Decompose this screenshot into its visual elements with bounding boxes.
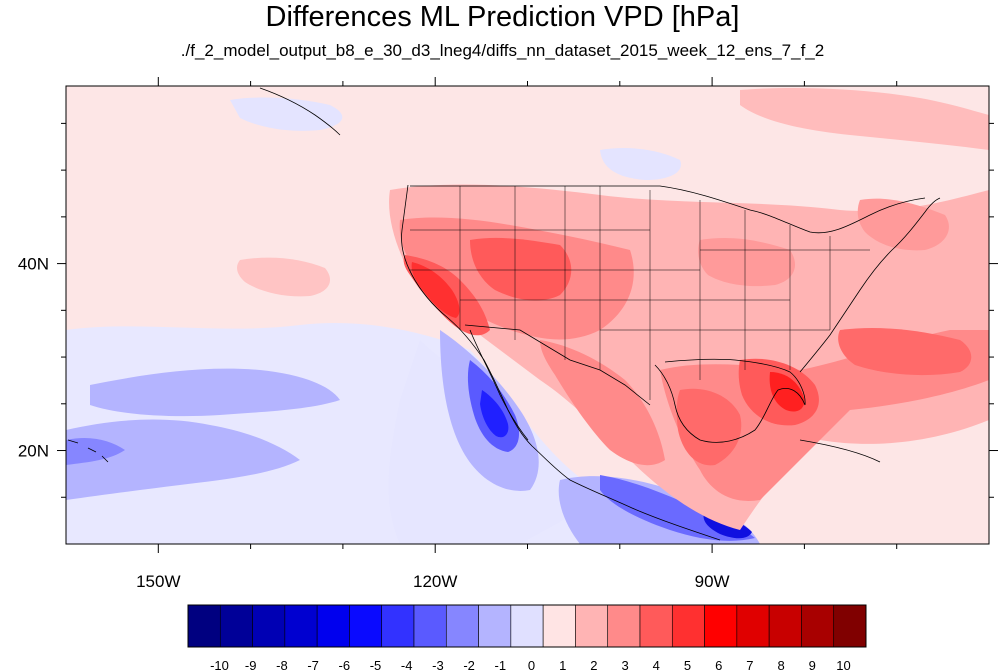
contour-pos4-southwest <box>470 237 572 301</box>
axis-ticks: 150W 120W 90W 40N 20N <box>18 77 998 591</box>
gulf-coast <box>654 358 806 443</box>
contour-pos5-california-core <box>411 262 460 318</box>
figure-title: Differences ML Prediction VPD [hPa] <box>265 1 740 33</box>
colorbar-label: -1 <box>495 658 507 672</box>
contour-pos3-northeast <box>857 198 949 251</box>
colorbar-label: 8 <box>777 658 784 672</box>
colorbar-swatch <box>510 604 544 648</box>
colorbar-label: 2 <box>590 658 597 672</box>
us-canada-border <box>410 185 926 234</box>
colorbar-label: -3 <box>432 658 444 672</box>
east-coastline <box>799 197 941 373</box>
colorbar-swatch <box>801 604 835 648</box>
colorbar-label: -5 <box>370 658 382 672</box>
field-contours <box>66 87 989 544</box>
figure-subtitle: ./f_2_model_output_b8_e_30_d3_lneg4/diff… <box>180 41 825 60</box>
colorbar-swatch <box>542 604 576 648</box>
contour-neg1-hudson <box>600 148 681 180</box>
colorbar-label: 9 <box>809 658 816 672</box>
colorbar-swatch <box>445 604 479 648</box>
colorbar-swatch <box>413 604 447 648</box>
colorbar-label: 5 <box>684 658 691 672</box>
contour-neg2-pacific-band <box>90 368 340 417</box>
contour-neg1-pacific-north <box>230 97 343 131</box>
state-lines <box>410 186 870 400</box>
colorbar-label: -2 <box>463 658 475 672</box>
west-coastline <box>401 184 721 541</box>
colorbar-swatch <box>671 604 705 648</box>
colorbar-label: 4 <box>653 658 660 672</box>
contour-pos5-florida-core <box>769 372 805 412</box>
colorbar-label: -9 <box>245 658 257 672</box>
colorbar-label: 0 <box>528 658 535 672</box>
colorbar-label: 6 <box>715 658 722 672</box>
map-panel <box>65 85 990 545</box>
contour-pos4-atlantic <box>838 328 972 376</box>
colorbar-label: -4 <box>401 658 413 672</box>
colorbar-swatch <box>284 604 318 648</box>
colorbar-label: 10 <box>836 658 850 672</box>
colorbar-label: 1 <box>559 658 566 672</box>
contour-pos3-texas-mexico <box>540 340 665 466</box>
contour-neg5-baja-core <box>480 390 509 438</box>
colorbar-label: -8 <box>276 658 288 672</box>
colorbar: -10 -9 -8 -7 -6 -5 -4 -3 -2 -1 0 1 2 3 4 5 6 7 8 9 10 <box>187 604 867 672</box>
colorbar-swatch <box>575 604 609 648</box>
baja-coast <box>469 329 529 441</box>
colorbar-label: -6 <box>339 658 351 672</box>
colorbar-label: 7 <box>746 658 753 672</box>
map-boundaries <box>67 87 941 541</box>
colorbar-swatch <box>833 604 867 648</box>
colorbar-swatch <box>187 604 221 648</box>
colorbar-swatch <box>704 604 738 648</box>
alaska-coast <box>259 87 341 136</box>
lat-tick-label: 40N <box>18 255 49 274</box>
colorbar-swatch <box>736 604 770 648</box>
colorbar-swatch <box>349 604 383 648</box>
cuba <box>799 439 881 463</box>
colorbar-label: 3 <box>621 658 628 672</box>
colorbar-swatch <box>768 604 802 648</box>
colorbar-swatch <box>639 604 673 648</box>
lat-tick-label: 20N <box>18 442 49 461</box>
colorbar-swatch <box>219 604 253 648</box>
colorbar-swatch <box>252 604 286 648</box>
colorbar-label: -10 <box>210 658 229 672</box>
colorbar-label: -7 <box>307 658 319 672</box>
hawaii-islands <box>67 439 109 463</box>
lon-tick-label: 120W <box>413 572 457 591</box>
lon-tick-label: 90W <box>695 572 730 591</box>
colorbar-frame <box>187 604 867 648</box>
colorbar-swatch <box>607 604 641 648</box>
us-mexico-border <box>464 324 651 406</box>
contour-pos2-pacific-west <box>237 257 330 297</box>
contour-pos4-gulf <box>676 388 742 466</box>
contour-pos2-canada-north <box>740 87 989 150</box>
colorbar-swatch <box>381 604 415 648</box>
colorbar-swatch <box>478 604 512 648</box>
contour-neg2-hawaii-band <box>66 419 300 500</box>
lon-tick-label: 150W <box>136 572 180 591</box>
colorbar-swatch <box>316 604 350 648</box>
